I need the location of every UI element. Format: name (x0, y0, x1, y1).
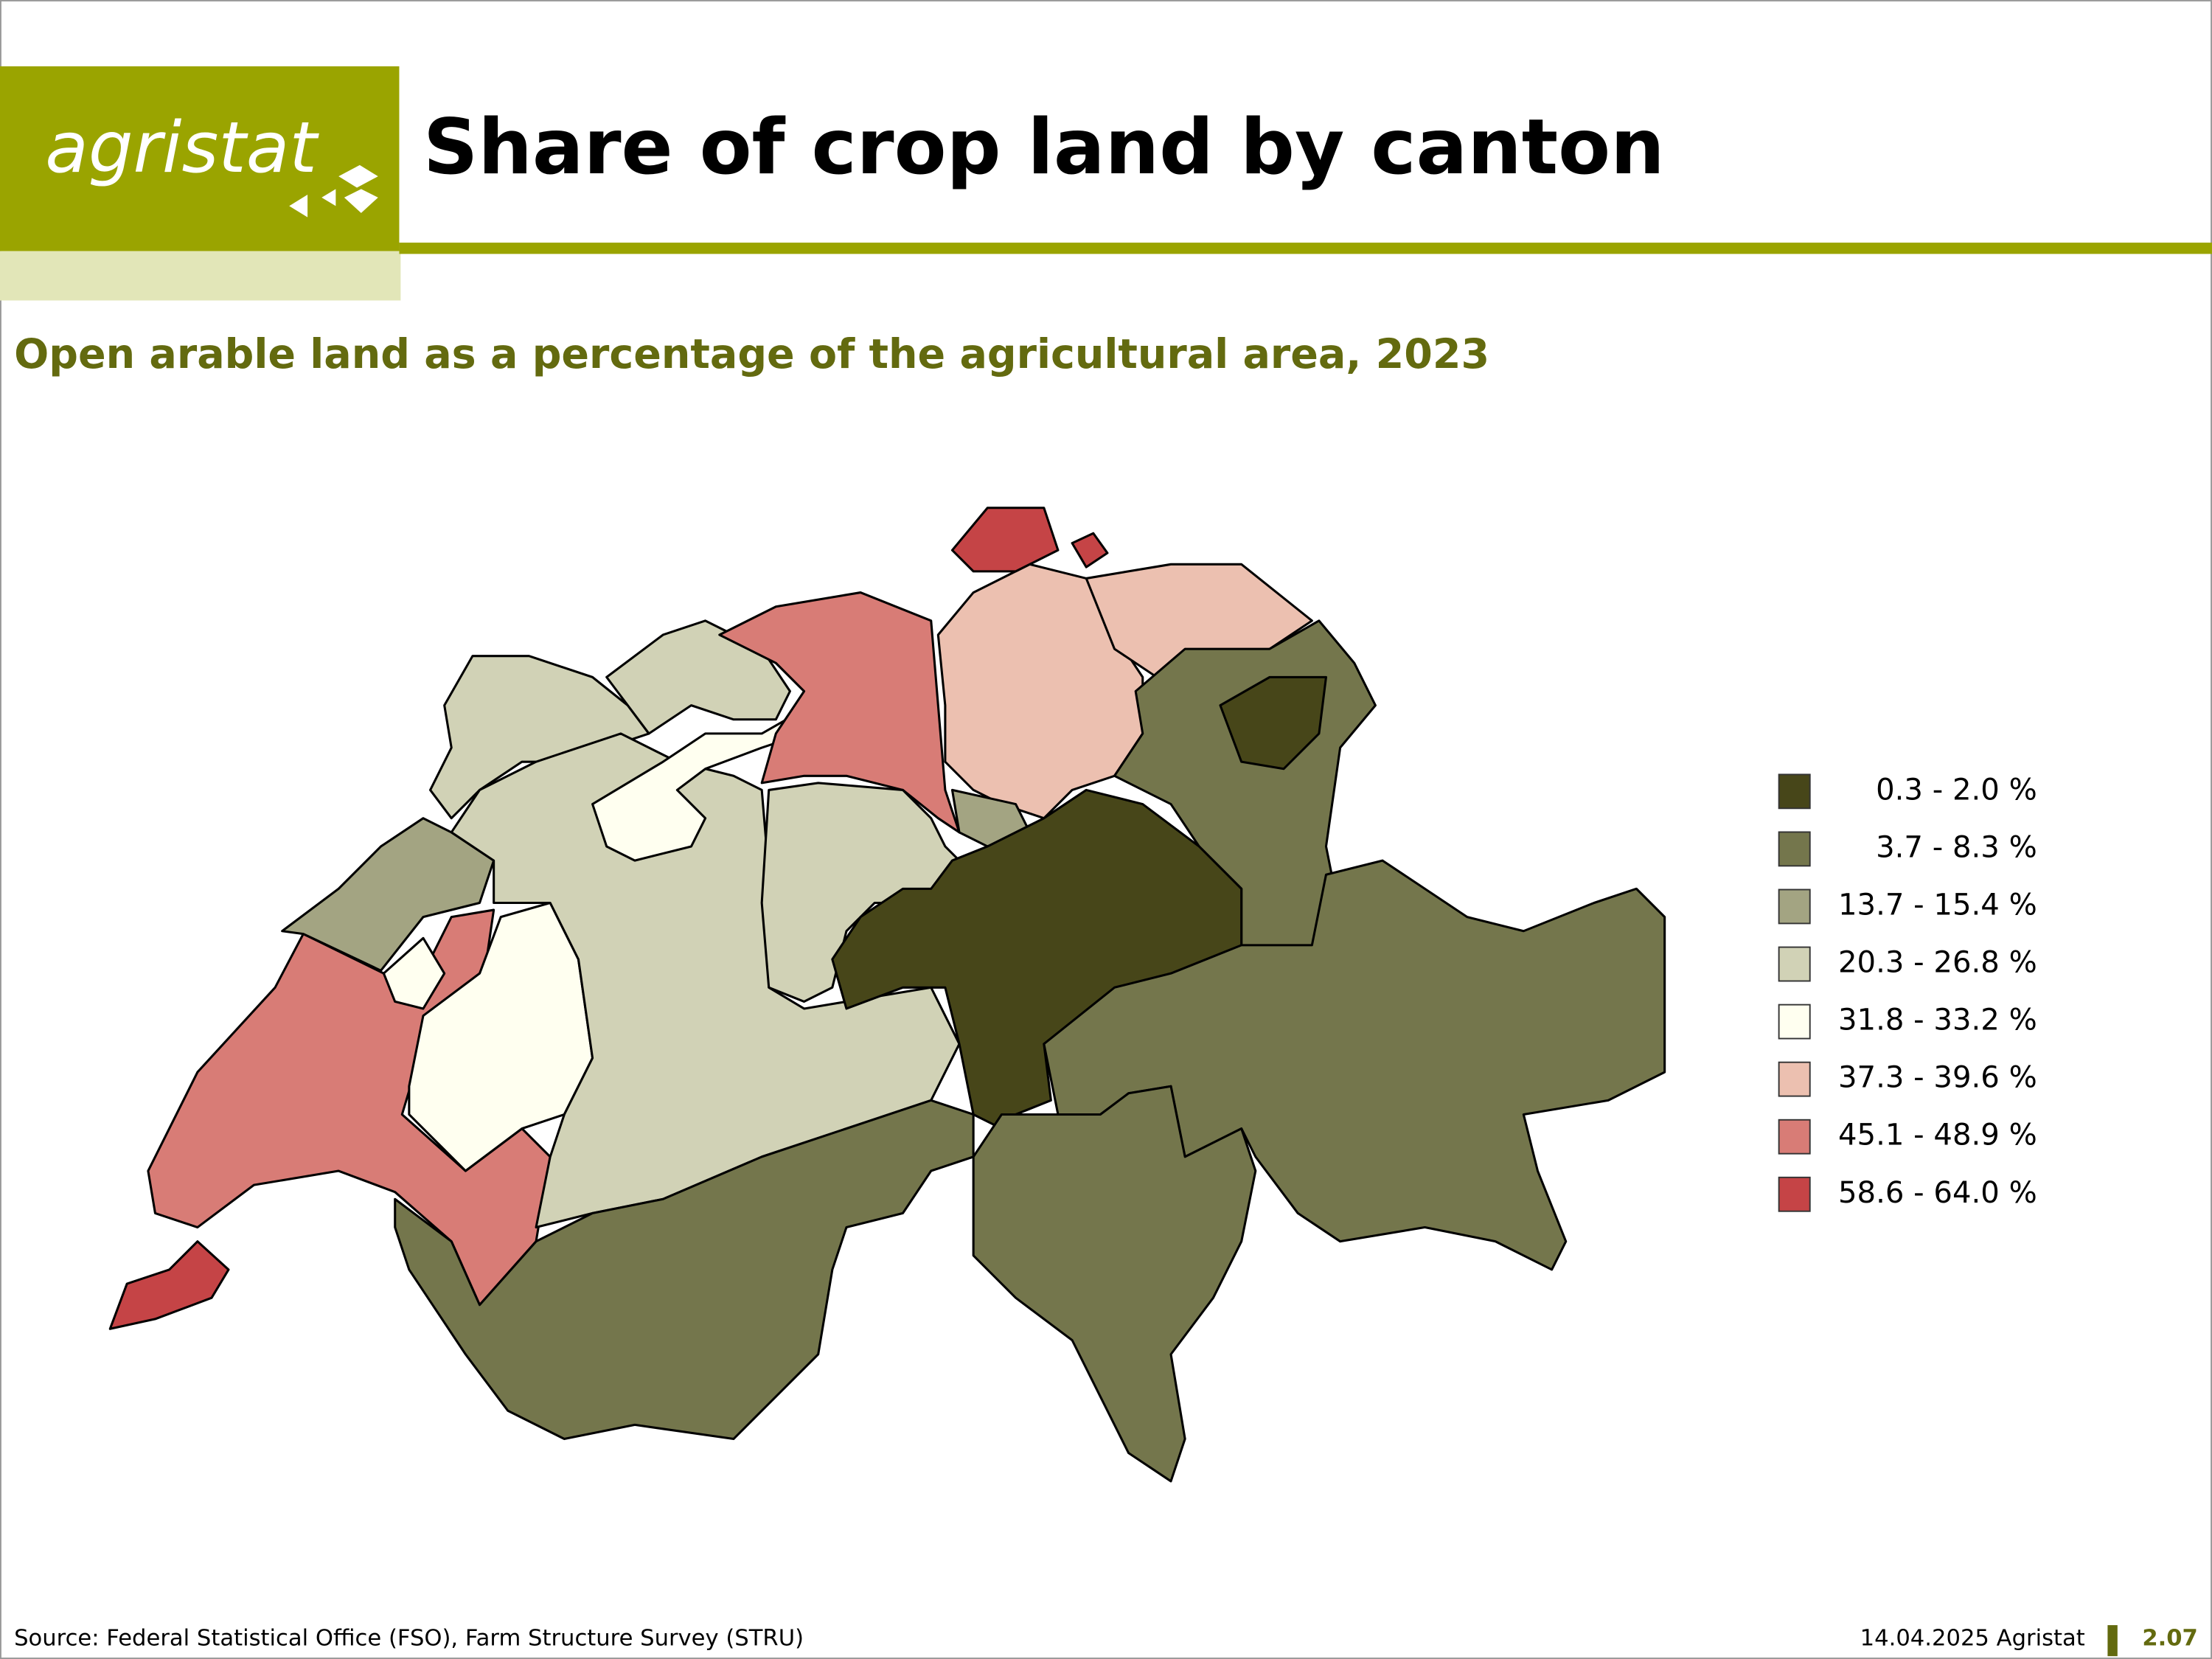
legend-label: 3.7 - 8.3 % (1876, 830, 2037, 864)
legend-swatch (1778, 831, 1811, 867)
logo-mark (289, 164, 378, 218)
logo-strip (0, 251, 401, 301)
legend-label: 13.7 - 15.4 % (1838, 888, 2037, 922)
legend-swatch (1778, 773, 1811, 810)
legend-swatch (1778, 888, 1811, 925)
source: Source: Federal Statistical Office (FSO)… (14, 1626, 804, 1652)
canton (394, 1099, 975, 1441)
date: 14.04.2025 Agristat (1860, 1626, 2085, 1652)
legend-swatch (1778, 1176, 1811, 1212)
page-number: 2.07 (2142, 1626, 2198, 1652)
legend-swatch (1778, 946, 1811, 982)
legend: 0.3 - 2.0 % 3.7 - 8.3 % 13.7 - 15.4 % 20.3 … (1778, 773, 2037, 1212)
legend-label: 0.3 - 2.0 % (1876, 773, 2037, 807)
header-rule (399, 243, 2212, 254)
legend-label: 31.8 - 33.2 % (1838, 1004, 2037, 1037)
canton (1219, 675, 1327, 771)
legend-label: 20.3 - 26.8 % (1838, 946, 2037, 980)
canton (591, 704, 813, 862)
legend-label: 58.6 - 64.0 % (1838, 1176, 2037, 1210)
legend-swatch (1778, 1119, 1811, 1155)
legend-label: 45.1 - 48.9 % (1838, 1119, 2037, 1152)
canton (718, 591, 961, 834)
canton (1071, 532, 1109, 568)
legend-label: 37.3 - 39.6 % (1838, 1061, 2037, 1095)
canton (108, 1240, 230, 1330)
legend-swatch (1778, 1061, 1811, 1097)
title: Share of crop land by canton (423, 103, 1665, 192)
canton (382, 936, 446, 1010)
canton (605, 619, 791, 735)
footer-bar (2107, 1625, 2118, 1657)
logo-text: agristat (45, 106, 319, 189)
legend-swatch (1778, 1004, 1811, 1040)
canton (950, 507, 1060, 573)
map (108, 507, 1666, 1483)
canton (972, 1085, 1257, 1483)
logo-box (0, 66, 400, 251)
canton (831, 788, 1243, 1130)
subtitle: Open arable land as a percentage of the … (14, 331, 1489, 378)
